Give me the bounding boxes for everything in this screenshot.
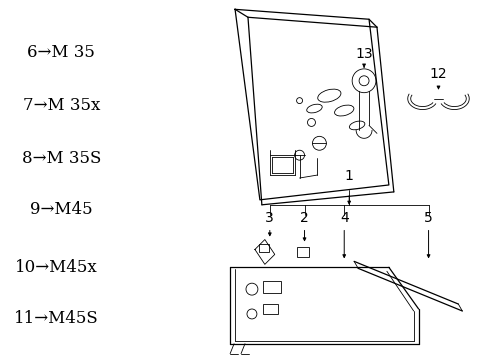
Bar bbox=[296, 247, 308, 257]
Bar bbox=[263, 281, 280, 293]
Text: 7→M 35x: 7→M 35x bbox=[22, 97, 100, 114]
Text: 13: 13 bbox=[354, 47, 372, 61]
Text: 8→M 35S: 8→M 35S bbox=[21, 150, 101, 167]
Text: 2: 2 bbox=[300, 211, 308, 225]
Text: 4: 4 bbox=[339, 211, 348, 225]
Bar bbox=[258, 244, 268, 252]
Text: 1: 1 bbox=[344, 169, 353, 183]
Bar bbox=[263, 304, 277, 314]
Text: 11→M45S: 11→M45S bbox=[14, 310, 99, 327]
Text: 3: 3 bbox=[265, 211, 274, 225]
Text: 6→M 35: 6→M 35 bbox=[27, 45, 95, 62]
Text: 5: 5 bbox=[423, 211, 432, 225]
Text: 9→M45: 9→M45 bbox=[30, 201, 93, 218]
Text: 12: 12 bbox=[429, 67, 447, 81]
Text: 10→M45x: 10→M45x bbox=[15, 259, 98, 276]
